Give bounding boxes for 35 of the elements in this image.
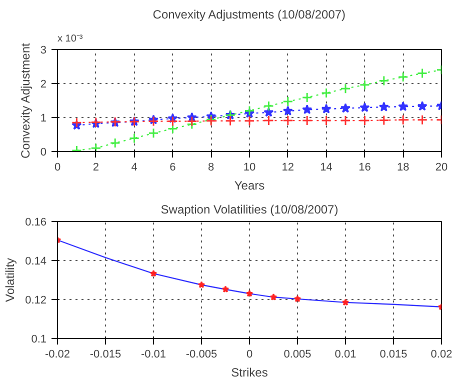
x-tick-label: 0	[246, 348, 253, 360]
x-tick-label: 4	[131, 162, 138, 174]
x-tick-label: 0.005	[284, 348, 312, 360]
y-tick-label: 0.14	[25, 256, 47, 268]
x-tick-label: 20	[435, 162, 448, 174]
x-tick-label: -0.02	[44, 348, 70, 360]
x-tick-label: 2	[92, 162, 99, 174]
x-tick-label: 14	[320, 162, 332, 174]
y-tick-label: 1	[40, 112, 47, 124]
y-tick-label: 0.16	[25, 216, 47, 228]
y-tick-label: 0.12	[25, 294, 47, 306]
x-tick-label: 6	[170, 162, 176, 174]
chart-title: Swaption Volatilities (10/08/2007)	[160, 202, 338, 216]
y-axis-title: Volatility	[3, 258, 18, 302]
x-tick-label: 0.02	[430, 348, 452, 360]
x-axis-title: Years	[234, 178, 265, 192]
x-tick-label: 18	[396, 162, 410, 174]
x-tick-label: 16	[358, 162, 371, 174]
x-tick-label: -0.005	[186, 348, 218, 360]
y-tick-label: 0.1	[31, 334, 47, 346]
x-tick-label: 12	[282, 162, 294, 174]
chart-title: Convexity Adjustments (10/08/2007)	[152, 8, 346, 22]
x-axis-title: Strikes	[231, 366, 268, 380]
x-tick-label: -0.01	[140, 348, 166, 360]
y-axis-title: Convexity Adjustment	[18, 42, 32, 159]
x-tick-label: 0.015	[380, 348, 408, 360]
x-tick-label: 0.01	[334, 348, 356, 360]
x-tick-label: 8	[208, 162, 214, 174]
text: x 10⁻³	[58, 34, 84, 44]
y-tick-label: 3	[40, 44, 47, 56]
y-tick-label: 2	[40, 78, 47, 90]
y-tick-label: 0	[40, 146, 47, 158]
x-tick-label: 10	[243, 162, 256, 174]
x-tick-label: -0.015	[90, 348, 122, 360]
x-tick-label: 0	[54, 162, 61, 174]
